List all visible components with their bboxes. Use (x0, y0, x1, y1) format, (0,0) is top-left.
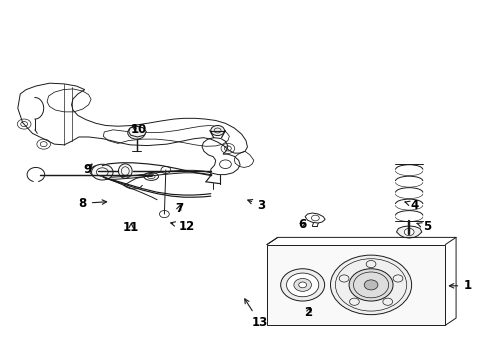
Circle shape (331, 255, 412, 315)
Text: 4: 4 (405, 199, 419, 212)
Polygon shape (129, 126, 147, 137)
Circle shape (404, 228, 414, 235)
Text: 2: 2 (304, 306, 313, 319)
Circle shape (211, 126, 224, 135)
Circle shape (349, 269, 393, 301)
Text: 9: 9 (83, 163, 92, 176)
Circle shape (128, 126, 146, 139)
Text: 11: 11 (123, 221, 139, 234)
Ellipse shape (119, 164, 132, 178)
Circle shape (97, 168, 108, 176)
Text: 8: 8 (79, 197, 107, 210)
Circle shape (92, 164, 113, 180)
Text: 7: 7 (175, 202, 183, 215)
Text: 12: 12 (171, 220, 195, 233)
Text: 10: 10 (130, 123, 147, 136)
Circle shape (299, 282, 307, 288)
Text: 13: 13 (245, 299, 268, 329)
Text: 3: 3 (248, 199, 265, 212)
Circle shape (287, 273, 319, 297)
Polygon shape (396, 226, 422, 238)
Text: 5: 5 (417, 220, 431, 233)
Bar (267, 244, 445, 325)
Text: 1: 1 (449, 279, 471, 292)
Circle shape (294, 278, 312, 291)
Circle shape (281, 269, 325, 301)
Circle shape (364, 280, 378, 290)
Text: 6: 6 (298, 218, 306, 231)
